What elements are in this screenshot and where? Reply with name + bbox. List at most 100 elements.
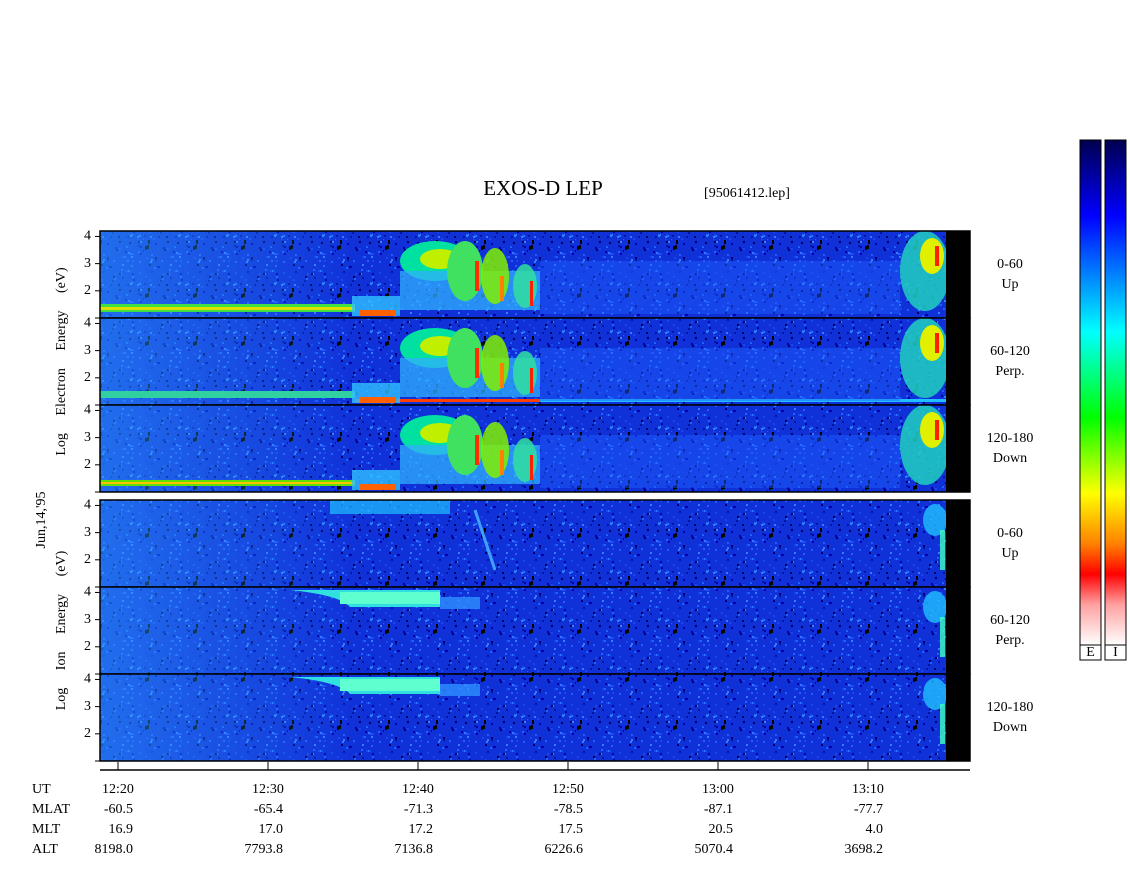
ephemeris-label: MLT [32, 822, 61, 837]
flux-region [473, 509, 497, 571]
colorbar-label-box [1079, 644, 1102, 661]
x-tick-label: 12:20 [102, 782, 134, 797]
flux-region [475, 261, 479, 291]
flux-region [447, 241, 483, 301]
flux-region [481, 422, 509, 478]
y-tick-label: 2 [84, 552, 91, 567]
flux-region [920, 325, 944, 361]
flux-region [500, 450, 504, 475]
panel-range: 120-180 [987, 700, 1034, 715]
flux-region [540, 261, 900, 314]
flux-region [923, 591, 947, 623]
flux-region [360, 310, 396, 316]
low-lat-glow [100, 318, 360, 405]
flux-region [513, 264, 537, 308]
date-label: Jun,14,'95 [34, 492, 49, 549]
flux-region [920, 238, 944, 274]
flux-region [500, 276, 504, 301]
panel-range: 120-180 [987, 431, 1034, 446]
colorbar-label: E [1086, 645, 1095, 660]
flux-region [500, 363, 504, 388]
panels: 2 3 4 0-60 Up 2 3 4 60-120 Perp. 2 3 4 120-180 Down Log… [32, 139, 1127, 857]
y-tick-label: 3 [84, 525, 91, 540]
y-tick-label: 4 [84, 403, 91, 418]
flux-region [340, 679, 440, 691]
ephemeris-value: 4.0 [866, 822, 884, 837]
no-data-strip [946, 231, 970, 318]
y-tick-label: 2 [84, 370, 91, 385]
ephemeris-value: 8198.0 [95, 842, 134, 857]
panel-range: 0-60 [997, 257, 1023, 272]
ephemeris-value: 20.5 [709, 822, 734, 837]
y-tick-label: 3 [84, 612, 91, 627]
flux-region [447, 328, 483, 388]
flux-region [540, 348, 900, 401]
panel-direction: Perp. [995, 364, 1024, 379]
flux-region [935, 420, 939, 440]
ephemeris-value: 7793.8 [245, 842, 284, 857]
panel-range: 0-60 [997, 526, 1023, 541]
y-tick-label: 3 [84, 343, 91, 358]
flux-region [100, 391, 355, 398]
colorbar-label-box [1104, 644, 1127, 661]
panel-direction: Down [993, 451, 1027, 466]
ephemeris-value: 5070.4 [695, 842, 734, 857]
file-label: [95061412.lep] [704, 186, 790, 201]
colorbar [1104, 139, 1127, 646]
x-tick-label: 12:40 [402, 782, 434, 797]
flux-region [940, 704, 945, 744]
ephemeris-label: ALT [32, 842, 58, 857]
low-lat-glow [100, 587, 360, 674]
ephemeris-value: -78.5 [554, 802, 583, 817]
panel-frame [99, 673, 971, 762]
y-tick-label: 4 [84, 585, 91, 600]
y-tick-label: 2 [84, 457, 91, 472]
flux-region [440, 597, 480, 609]
flux-region [100, 482, 355, 484]
ephemeris-value: -60.5 [104, 802, 133, 817]
flux-region [447, 415, 483, 475]
flux-region [481, 335, 509, 391]
flux-region [513, 438, 537, 482]
ephemeris-value: 17.0 [259, 822, 284, 837]
x-tick-label: 12:30 [252, 782, 284, 797]
x-tick-label: 12:50 [552, 782, 584, 797]
panel-frame [99, 404, 971, 493]
x-tick-label: 13:10 [852, 782, 884, 797]
ephemeris-value: 7136.8 [395, 842, 434, 857]
flux-region [540, 399, 946, 402]
flux-region [360, 484, 396, 490]
ephemeris-value: -87.1 [704, 802, 733, 817]
ephemeris-value: 17.5 [559, 822, 584, 837]
y-tick-label: 2 [84, 726, 91, 741]
flux-region [530, 281, 533, 306]
flux-region [923, 678, 947, 710]
ephemeris-value: -77.7 [854, 802, 883, 817]
y-tick-label: 3 [84, 256, 91, 271]
flux-region [920, 412, 944, 448]
flux-region [330, 500, 450, 514]
ephemeris-label: MLAT [32, 802, 71, 817]
x-tick-label: 13:00 [702, 782, 734, 797]
flux-region [481, 248, 509, 304]
panel-direction: Down [993, 720, 1027, 735]
panel-direction: Up [1001, 277, 1018, 292]
flux-region [340, 592, 440, 604]
y-tick-label: 4 [84, 498, 91, 513]
ephemeris-value: -65.4 [254, 802, 283, 817]
species-label: Log Ion Energy (eV) [54, 550, 69, 710]
flux-region [940, 617, 945, 657]
ephemeris-value: -71.3 [404, 802, 433, 817]
y-tick-label: 3 [84, 430, 91, 445]
y-tick-label: 3 [84, 699, 91, 714]
panel-range: 60-120 [990, 613, 1030, 628]
panel-range: 60-120 [990, 344, 1030, 359]
flux-region [355, 399, 540, 402]
flux-region [530, 455, 533, 480]
flux-region [540, 435, 900, 488]
y-tick-label: 4 [84, 229, 91, 244]
ephemeris-value: 17.2 [409, 822, 434, 837]
ephemeris-value: 6226.6 [545, 842, 584, 857]
no-data-strip [946, 587, 970, 674]
